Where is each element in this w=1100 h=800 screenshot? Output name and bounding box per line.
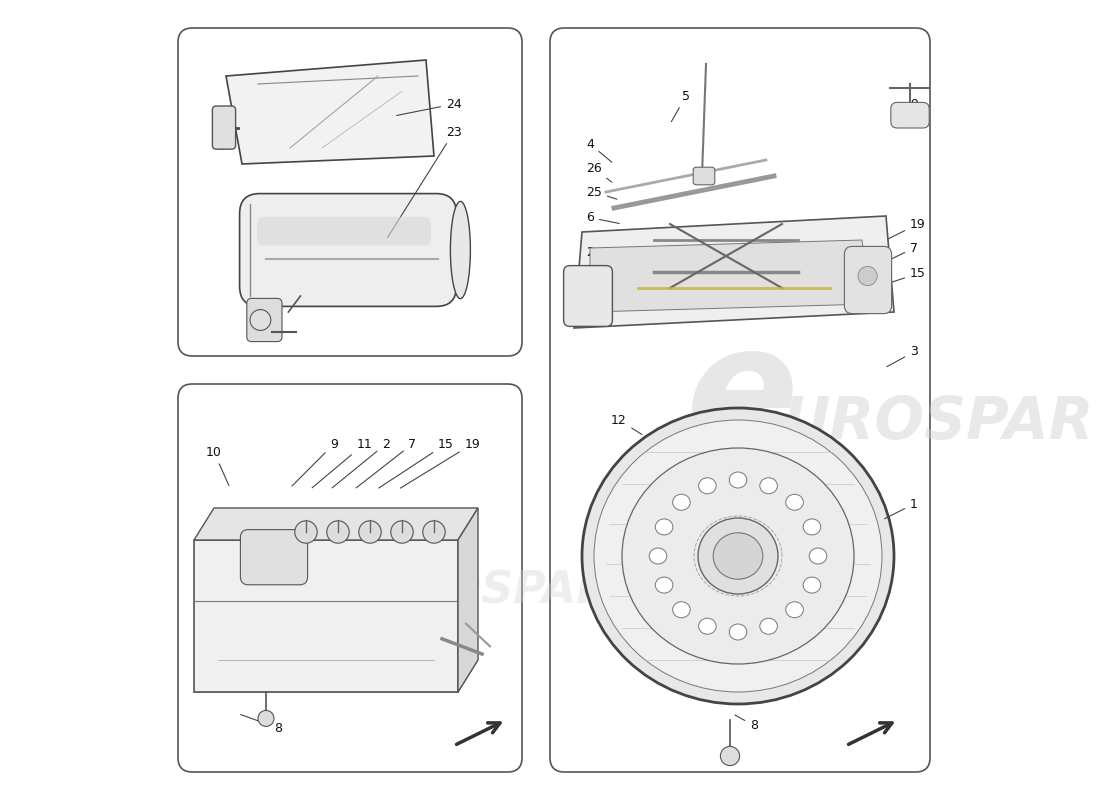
FancyBboxPatch shape — [693, 167, 715, 185]
Text: 8: 8 — [735, 715, 758, 732]
Ellipse shape — [803, 519, 821, 535]
Text: e: e — [685, 318, 799, 482]
Text: 6: 6 — [586, 211, 619, 224]
Text: e: e — [308, 515, 393, 637]
FancyBboxPatch shape — [891, 102, 930, 128]
FancyBboxPatch shape — [178, 28, 522, 356]
Text: 7: 7 — [889, 242, 918, 260]
Text: a passion for parts since 1985: a passion for parts since 1985 — [618, 617, 849, 631]
FancyBboxPatch shape — [257, 217, 431, 246]
Text: 85: 85 — [703, 528, 772, 576]
Polygon shape — [194, 660, 478, 692]
Text: 2: 2 — [586, 246, 594, 274]
Text: 24: 24 — [397, 98, 462, 115]
Text: 5: 5 — [671, 90, 690, 122]
Circle shape — [258, 710, 274, 726]
Text: 9: 9 — [292, 438, 338, 486]
Ellipse shape — [649, 548, 667, 564]
Ellipse shape — [656, 577, 673, 593]
Polygon shape — [458, 508, 478, 692]
Ellipse shape — [803, 577, 821, 593]
Circle shape — [327, 521, 349, 543]
Ellipse shape — [656, 519, 673, 535]
FancyBboxPatch shape — [240, 194, 456, 306]
Circle shape — [422, 521, 446, 543]
FancyBboxPatch shape — [563, 266, 613, 326]
Ellipse shape — [582, 408, 894, 704]
Circle shape — [359, 521, 382, 543]
Ellipse shape — [760, 478, 778, 494]
Text: UROSPAR
S: UROSPAR S — [782, 394, 1093, 518]
Ellipse shape — [810, 548, 827, 564]
Ellipse shape — [450, 202, 471, 298]
Polygon shape — [194, 508, 478, 540]
Text: a passion for parts since 1985: a passion for parts since 1985 — [252, 670, 440, 682]
FancyBboxPatch shape — [246, 298, 282, 342]
Ellipse shape — [760, 618, 778, 634]
Text: 12: 12 — [610, 414, 642, 434]
Ellipse shape — [785, 602, 803, 618]
Text: 2: 2 — [332, 438, 389, 488]
FancyBboxPatch shape — [550, 28, 930, 772]
Polygon shape — [194, 540, 458, 692]
Circle shape — [858, 266, 877, 286]
Polygon shape — [226, 60, 434, 164]
Circle shape — [250, 310, 271, 330]
Ellipse shape — [698, 518, 778, 594]
FancyBboxPatch shape — [845, 246, 892, 314]
Text: 9: 9 — [895, 98, 917, 126]
Text: 4: 4 — [586, 138, 612, 162]
Text: 7: 7 — [356, 438, 417, 488]
Text: 11: 11 — [312, 438, 372, 488]
Text: 15: 15 — [378, 438, 454, 488]
Text: 19: 19 — [400, 438, 481, 488]
Circle shape — [295, 521, 317, 543]
Ellipse shape — [729, 624, 747, 640]
Ellipse shape — [672, 494, 690, 510]
Ellipse shape — [713, 533, 762, 579]
Ellipse shape — [698, 478, 716, 494]
Text: 19: 19 — [889, 218, 926, 238]
Text: 1: 1 — [884, 498, 917, 518]
Circle shape — [720, 746, 739, 766]
Ellipse shape — [621, 448, 854, 664]
Ellipse shape — [698, 618, 716, 634]
FancyBboxPatch shape — [212, 106, 235, 149]
FancyBboxPatch shape — [241, 530, 308, 585]
Ellipse shape — [785, 494, 803, 510]
Text: 15: 15 — [889, 267, 926, 283]
Polygon shape — [590, 240, 870, 312]
Ellipse shape — [594, 420, 882, 692]
Text: 10: 10 — [206, 446, 229, 486]
Polygon shape — [574, 216, 894, 328]
Circle shape — [390, 521, 414, 543]
Text: UROSPAR
S: UROSPAR S — [374, 570, 612, 662]
Ellipse shape — [242, 531, 306, 582]
Text: 25: 25 — [586, 186, 617, 199]
Text: 8: 8 — [241, 714, 282, 734]
Ellipse shape — [729, 472, 747, 488]
Text: 23: 23 — [387, 126, 462, 238]
Text: 3: 3 — [887, 346, 917, 366]
Ellipse shape — [672, 602, 690, 618]
Text: 26: 26 — [586, 162, 612, 182]
FancyBboxPatch shape — [178, 384, 522, 772]
